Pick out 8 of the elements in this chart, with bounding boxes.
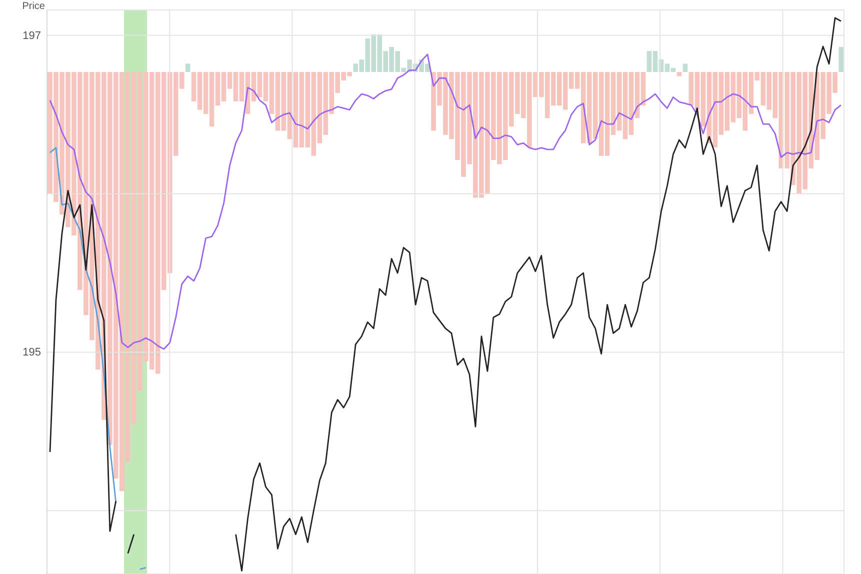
line-series	[49, 54, 842, 350]
bar	[185, 64, 190, 72]
bar	[682, 64, 688, 72]
bar	[838, 46, 844, 72]
bar	[676, 72, 682, 76]
y-tick-label: 195	[22, 346, 41, 359]
y-axis-title: Price	[22, 1, 46, 12]
y-tick-label: 197	[22, 30, 41, 42]
